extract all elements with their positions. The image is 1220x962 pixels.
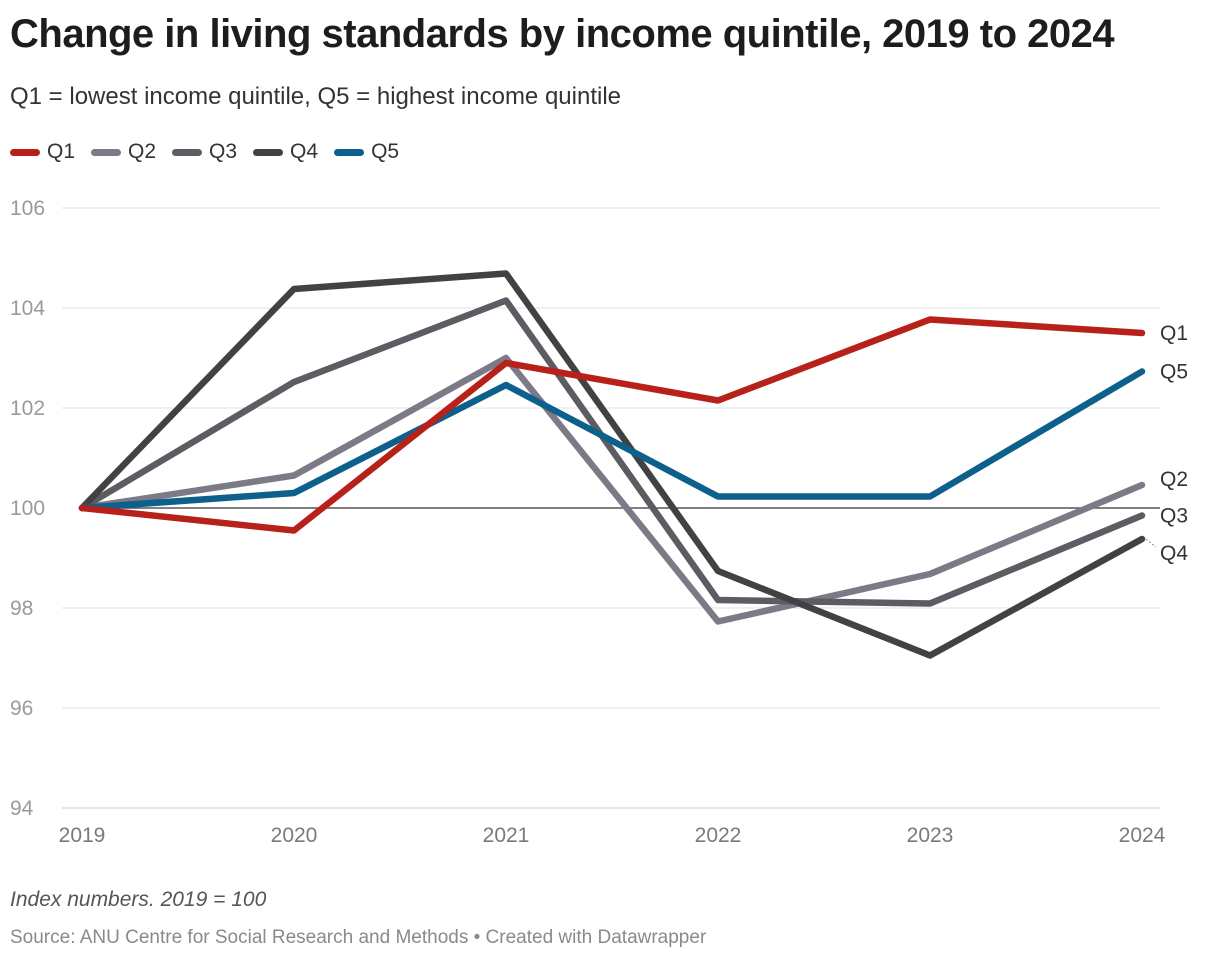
legend-swatch — [91, 148, 122, 156]
x-tick-label: 2022 — [695, 824, 742, 847]
legend-item-q2: Q2 — [91, 140, 156, 164]
end-label-q3: Q3 — [1160, 505, 1188, 528]
legend-label: Q4 — [290, 140, 319, 163]
legend-item-q3: Q3 — [172, 140, 237, 164]
series-line-q5 — [78, 368, 1146, 512]
chart-legend: Q1 Q2 Q3 Q4 Q5 — [10, 140, 415, 164]
end-label-q4: Q4 — [1160, 542, 1188, 565]
y-tick-label: 98 — [10, 597, 33, 620]
chart-note: Index numbers. 2019 = 100 — [10, 888, 267, 911]
legend-label: Q5 — [371, 140, 400, 163]
legend-swatch — [10, 148, 40, 156]
legend-swatch — [172, 148, 203, 156]
chart-source: Source: ANU Centre for Social Research a… — [10, 927, 706, 949]
source-text: Source: ANU Centre for Social Research a… — [10, 927, 469, 948]
legend-label: Q2 — [128, 140, 157, 163]
end-label-q5: Q5 — [1160, 361, 1188, 384]
series-end-labels: Q1 Q2 Q3 Q4 Q5 — [1145, 322, 1188, 565]
legend-item-q4: Q4 — [253, 140, 318, 164]
x-tick-label: 2019 — [59, 824, 106, 847]
x-tick-label: 2020 — [271, 824, 318, 847]
legend-label: Q3 — [209, 140, 238, 163]
legend-item-q5: Q5 — [334, 140, 399, 164]
legend-item-q1: Q1 — [10, 140, 75, 164]
x-axis-ticks: 2019 2020 2021 2022 2023 2024 — [59, 824, 1166, 847]
x-tick-label: 2024 — [1119, 824, 1166, 847]
credit-text: • Created with Datawrapper — [473, 927, 707, 948]
x-tick-label: 2021 — [483, 824, 530, 847]
grid-lines — [62, 207, 1160, 809]
legend-swatch — [334, 148, 365, 156]
y-tick-label: 94 — [10, 797, 34, 820]
y-tick-label: 106 — [10, 197, 45, 220]
y-tick-label: 100 — [10, 497, 45, 520]
chart-title: Change in living standards by income qui… — [10, 12, 1115, 56]
series-line-q1 — [78, 316, 1146, 534]
series-line-q4 — [78, 270, 1146, 659]
y-axis-ticks: 94 96 98 100 102 104 106 — [10, 197, 45, 820]
chart-subtitle: Q1 = lowest income quintile, Q5 = highes… — [10, 83, 622, 110]
x-tick-label: 2023 — [907, 824, 954, 847]
end-label-q1: Q1 — [1160, 322, 1188, 345]
y-tick-label: 96 — [10, 697, 33, 720]
end-label-q2: Q2 — [1160, 468, 1188, 491]
label-connector-q4 — [1145, 538, 1157, 548]
legend-label: Q1 — [47, 140, 76, 163]
legend-swatch — [253, 148, 284, 156]
y-tick-label: 102 — [10, 397, 45, 420]
y-tick-label: 104 — [10, 297, 45, 320]
series-lines — [78, 270, 1146, 659]
series-line-q3 — [78, 297, 1146, 607]
series-line-q2 — [78, 354, 1146, 625]
